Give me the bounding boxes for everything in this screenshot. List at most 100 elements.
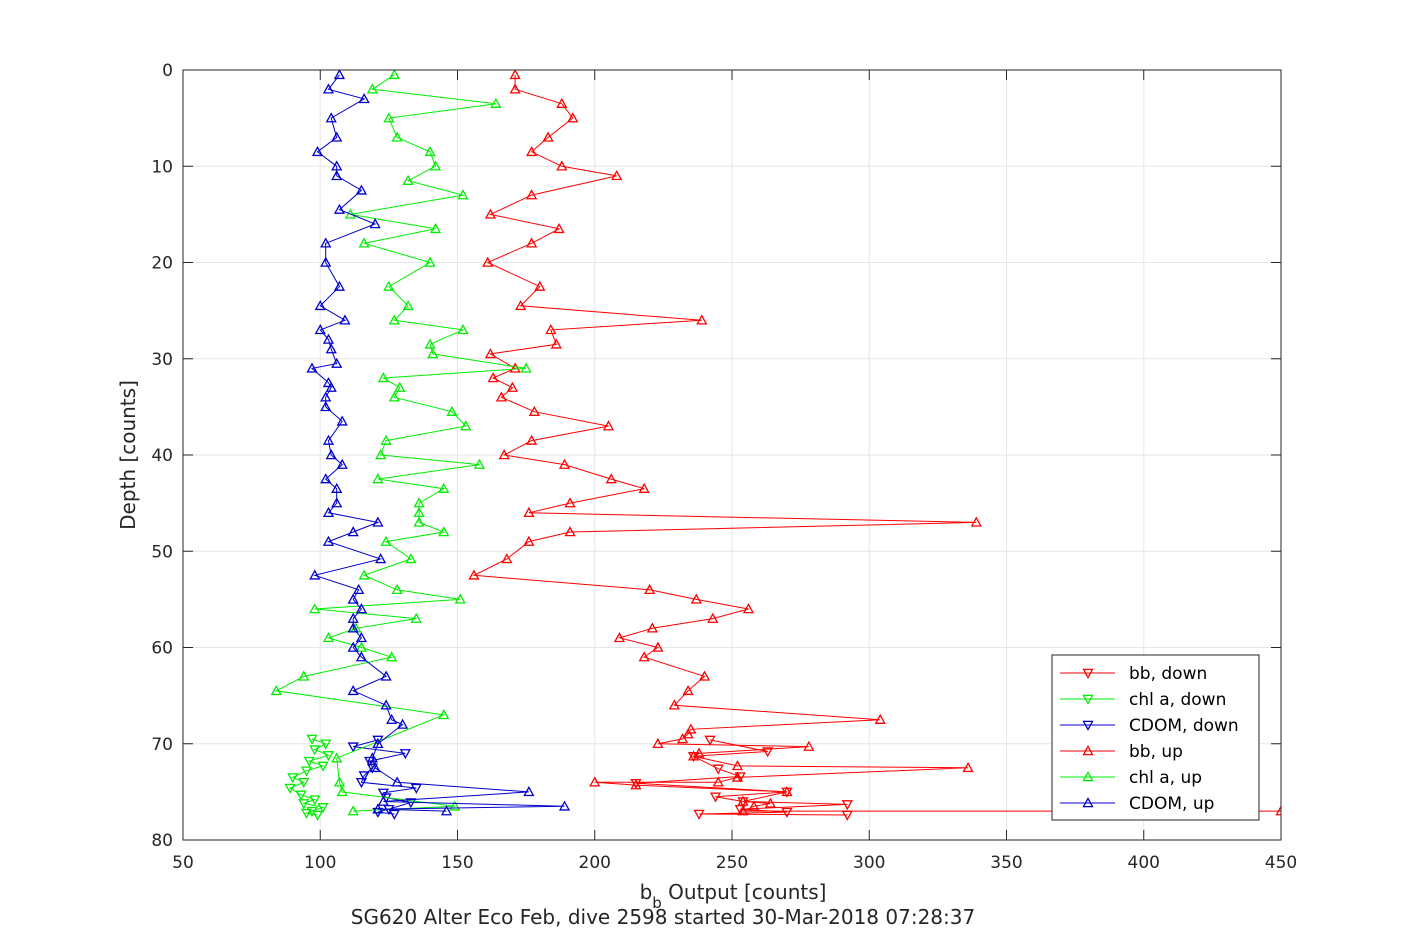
legend-label: chl a, up [1129, 768, 1202, 788]
data-point [413, 516, 425, 527]
data-point [402, 174, 414, 185]
data-point [325, 112, 337, 123]
data-point [707, 612, 719, 623]
data-point [731, 760, 744, 771]
x-axis-title-main: b [640, 880, 653, 904]
x-tick-label: 100 [304, 853, 336, 873]
data-point [1082, 694, 1094, 705]
legend-label: CDOM, down [1129, 716, 1239, 736]
data-point [457, 324, 469, 335]
x-axis-title-subscript: b [652, 894, 662, 912]
data-point [564, 497, 576, 508]
data-point [737, 805, 749, 816]
data-point [333, 203, 346, 214]
data-point [386, 651, 398, 662]
x-tick-label: 200 [579, 853, 611, 873]
data-point [314, 324, 326, 335]
data-point [322, 376, 335, 388]
y-tick-label: 30 [151, 350, 173, 370]
data-point [322, 434, 335, 445]
data-point [355, 632, 368, 643]
data-point [454, 593, 466, 604]
data-point [347, 593, 359, 604]
data-point [300, 766, 313, 777]
data-point [553, 222, 565, 234]
data-point [322, 83, 335, 94]
data-point [526, 145, 538, 157]
legend: bb, down chl a, down CDOM, down bb, up chl a… [1051, 654, 1260, 821]
x-tick-label: 150 [441, 853, 473, 873]
data-point [410, 612, 422, 623]
data-point [311, 145, 324, 157]
data-point [322, 506, 335, 517]
data-point [309, 745, 321, 756]
data-point [556, 160, 568, 171]
data-point [1275, 805, 1281, 816]
data-point [589, 776, 601, 787]
series-chl-a-down [284, 734, 335, 821]
series-line [310, 74, 565, 812]
data-point [325, 343, 337, 354]
data-point [347, 684, 359, 696]
data-point [526, 237, 538, 248]
data-point [528, 405, 540, 416]
data-point [781, 786, 793, 797]
data-point [509, 83, 521, 94]
data-point [638, 651, 650, 662]
data-point [556, 97, 568, 108]
data-point [336, 415, 348, 426]
data-point [306, 734, 318, 745]
data-point [295, 790, 307, 801]
data-point [347, 805, 359, 816]
data-point [331, 752, 343, 763]
data-point [303, 756, 315, 767]
data-point [762, 747, 774, 758]
data-point [380, 535, 392, 546]
data-point [322, 632, 335, 643]
data-point [652, 641, 664, 652]
data-point [413, 506, 425, 517]
x-axis-title: bb Output [counts] [640, 880, 827, 912]
data-point [331, 357, 343, 368]
data-point [698, 670, 711, 681]
x-axis-ticks: 50 100 150 200 250 300 350 400 450 [172, 70, 1297, 873]
data-point [309, 569, 321, 580]
data-point [515, 299, 527, 311]
data-point [314, 299, 326, 311]
data-point [325, 449, 337, 460]
data-point [495, 391, 508, 402]
data-point [638, 482, 650, 493]
data-point [355, 778, 368, 789]
data-point [534, 280, 546, 291]
data-point [388, 391, 400, 402]
data-point [410, 783, 422, 794]
data-point [841, 800, 853, 811]
data-point [731, 771, 744, 782]
data-point [712, 764, 724, 775]
data-point [383, 112, 395, 123]
data-point [487, 372, 499, 383]
data-point [405, 798, 417, 809]
data-point [402, 299, 414, 311]
data-point [764, 797, 777, 808]
data-point [320, 473, 332, 484]
data-point [391, 583, 403, 594]
data-point [484, 208, 497, 219]
data-point [646, 622, 658, 633]
data-point [742, 603, 755, 614]
data-point [523, 535, 535, 546]
data-point [369, 218, 381, 229]
y-tick-label: 50 [151, 542, 173, 562]
y-axis-ticks: 0 10 20 30 40 50 60 70 80 [151, 61, 1281, 851]
data-point [339, 314, 351, 325]
legend-box [1051, 654, 1260, 821]
data-point [748, 800, 760, 811]
data-point [372, 516, 384, 527]
y-axis-title: Depth [counts] [116, 380, 140, 530]
data-point [668, 699, 680, 710]
data-point [457, 189, 469, 200]
data-point [320, 739, 332, 750]
data-point [344, 208, 357, 219]
data-point [380, 670, 392, 681]
data-point [567, 112, 579, 123]
